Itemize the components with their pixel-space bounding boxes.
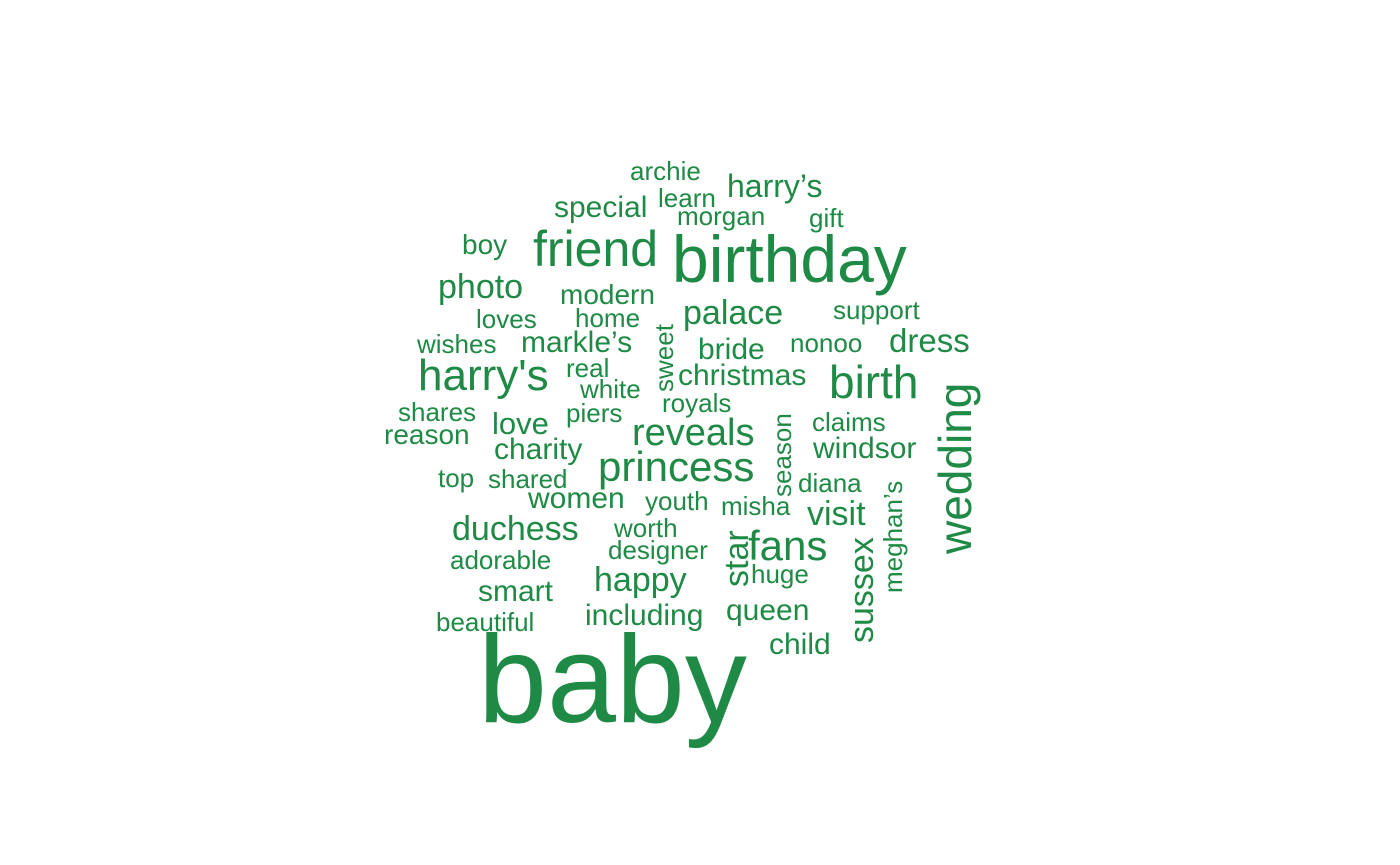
word-boy: boy bbox=[462, 229, 508, 260]
word-duchess: duchess bbox=[452, 510, 579, 548]
word-charity: charity bbox=[494, 433, 583, 466]
word-queen: queen bbox=[726, 594, 810, 627]
word-gift: gift bbox=[809, 203, 844, 233]
word-shared: shared bbox=[488, 464, 568, 494]
word-sweet: sweet bbox=[649, 324, 679, 392]
word-top: top bbox=[438, 463, 475, 493]
word-adorable: adorable bbox=[450, 545, 552, 575]
word-meghans: meghan’s bbox=[878, 480, 908, 593]
word-star: star bbox=[718, 530, 756, 587]
word-youth: youth bbox=[645, 486, 709, 516]
word-photo: photo bbox=[438, 268, 524, 306]
word-huge: huge bbox=[751, 559, 809, 589]
word-fans: fans bbox=[748, 522, 828, 569]
word-palace: palace bbox=[683, 294, 784, 332]
word-worth: worth bbox=[614, 513, 678, 543]
word-child: child bbox=[769, 628, 831, 661]
word-harrys-curly: harry’s bbox=[727, 168, 823, 204]
word-home: home bbox=[575, 303, 641, 333]
word-morgan: morgan bbox=[677, 201, 766, 231]
word-misha: misha bbox=[721, 491, 791, 521]
word-learn: learn bbox=[658, 183, 716, 213]
word-white: white bbox=[580, 374, 641, 404]
word-windsor: windsor bbox=[813, 432, 917, 465]
word-sussex: sussex bbox=[843, 537, 881, 643]
word-reason: reason bbox=[384, 419, 470, 450]
word-smart: smart bbox=[478, 575, 553, 608]
word-season: season bbox=[767, 413, 797, 497]
word-support: support bbox=[833, 295, 920, 325]
word-harrys: harry's bbox=[418, 351, 549, 400]
word-royals: royals bbox=[662, 388, 732, 418]
word-shares: shares bbox=[398, 397, 477, 427]
word-diana: diana bbox=[798, 468, 862, 498]
word-women: women bbox=[528, 482, 625, 515]
word-birthday: birthday bbox=[672, 222, 907, 296]
word-christmas: christmas bbox=[678, 359, 807, 392]
word-wedding: wedding bbox=[929, 382, 981, 554]
word-bride: bride bbox=[698, 333, 765, 366]
word-princess: princess bbox=[598, 443, 755, 490]
word-friend: friend bbox=[533, 221, 659, 277]
word-archie: archie bbox=[630, 156, 701, 186]
word-wishes: wishes bbox=[417, 329, 497, 359]
word-beautiful: beautiful bbox=[436, 607, 535, 637]
word-markles: markle’s bbox=[521, 326, 633, 359]
word-piers: piers bbox=[566, 398, 623, 428]
word-modern: modern bbox=[560, 279, 655, 310]
word-birth: birth bbox=[829, 356, 919, 408]
word-loves: loves bbox=[476, 304, 537, 334]
word-love: love bbox=[492, 406, 549, 441]
word-special: special bbox=[554, 191, 648, 224]
word-reveals: reveals bbox=[632, 412, 755, 454]
word-real: real bbox=[566, 353, 610, 383]
word-visit: visit bbox=[807, 495, 866, 533]
word-claims: claims bbox=[812, 407, 886, 437]
word-dress: dress bbox=[889, 322, 970, 359]
word-designer: designer bbox=[608, 535, 708, 565]
word-baby: baby bbox=[478, 611, 747, 749]
word-nonoo: nonoo bbox=[790, 328, 863, 358]
word-happy: happy bbox=[594, 561, 687, 599]
word-including: including bbox=[585, 599, 704, 632]
